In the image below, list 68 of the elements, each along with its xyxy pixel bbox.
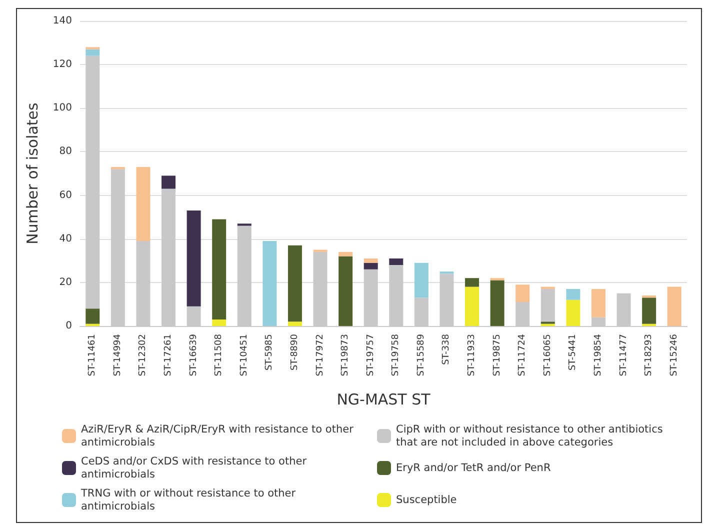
y-tick-label: 60 xyxy=(59,190,72,201)
bar xyxy=(338,252,353,256)
legend-label: EryR and/or TetR and/or PenR xyxy=(396,462,551,474)
x-tick-label: ST-11724 xyxy=(518,334,528,376)
bar xyxy=(591,288,606,318)
legend-label: CeDS and/or CxDS with resistance to other antimicrobials xyxy=(81,456,310,480)
x-tick-label: ST-19873 xyxy=(340,334,351,376)
bar xyxy=(642,298,656,324)
x-tick-label: ST-19875 xyxy=(492,334,502,376)
bar xyxy=(288,245,302,322)
x-tick-label: ST-11461 xyxy=(88,334,98,376)
x-tick-label: ST-8890 xyxy=(290,334,300,371)
bar xyxy=(566,300,580,326)
x-tick-label: ST-5985 xyxy=(264,334,275,371)
x-tick-label: ST-19758 xyxy=(391,334,402,376)
bar xyxy=(136,166,150,242)
x-tick-label: ST-10451 xyxy=(239,334,250,376)
x-tick-label: ST-5441 xyxy=(568,334,578,371)
legend-label: Susceptible xyxy=(396,494,457,506)
x-tick-label: ST-17261 xyxy=(164,334,174,376)
x-tick-label: ST-16065 xyxy=(542,334,553,376)
legend-label: TRNG with or without resistance to other antimicrobials xyxy=(80,488,299,512)
bar xyxy=(364,262,378,270)
bar xyxy=(465,278,480,287)
bar xyxy=(516,284,530,302)
y-axis-title: Number of isolates xyxy=(24,102,42,244)
bar xyxy=(262,241,277,326)
bar xyxy=(414,262,428,298)
x-tick-label: ST-16639 xyxy=(188,334,199,376)
x-axis-title: NG-MAST ST xyxy=(336,390,432,408)
x-tick-label: ST-14994 xyxy=(112,334,123,376)
bar xyxy=(86,49,100,56)
x-tick-label: ST-338 xyxy=(442,334,452,365)
bar xyxy=(162,176,176,189)
bar xyxy=(338,256,353,326)
bar xyxy=(540,288,555,322)
x-tick-label: ST-11508 xyxy=(214,334,224,376)
bar xyxy=(364,258,378,263)
bar xyxy=(86,56,100,309)
bar xyxy=(566,288,580,300)
x-tick-label: ST-15246 xyxy=(669,334,680,376)
bar xyxy=(212,319,226,326)
bar xyxy=(389,258,404,265)
legend-label: AziR/EryR & AziR/CipR/EryR with resistance to other antimicrobials xyxy=(81,424,357,448)
y-tick-label: 0 xyxy=(66,320,72,332)
x-tick-label: ST-17972 xyxy=(315,334,326,376)
x-tick-label: ST-18293 xyxy=(644,334,654,376)
x-tick-label: ST-15589 xyxy=(416,334,426,376)
bar xyxy=(465,286,480,326)
x-tick-label: ST-11477 xyxy=(618,334,629,376)
bar xyxy=(490,280,504,326)
y-tick-label: 120 xyxy=(52,59,72,70)
bar xyxy=(667,286,682,326)
bar xyxy=(110,166,125,170)
bar xyxy=(212,219,226,320)
bar xyxy=(288,322,302,326)
legend-label: CipR with or without resistance to other antibiotics that are not included in above categories xyxy=(396,424,666,448)
x-tick-label: ST-12302 xyxy=(138,334,148,376)
x-tick-label: ST-19854 xyxy=(593,334,604,376)
y-tick-label: 140 xyxy=(52,16,72,26)
y-tick-label: 40 xyxy=(59,233,72,244)
bar xyxy=(186,210,201,306)
bar xyxy=(86,308,100,324)
x-tick-label: ST-19757 xyxy=(366,334,376,376)
y-tick-label: 80 xyxy=(59,146,72,158)
y-tick-label: 20 xyxy=(59,276,72,288)
y-tick-label: 100 xyxy=(52,102,72,114)
x-tick-label: ST-11933 xyxy=(467,334,478,376)
